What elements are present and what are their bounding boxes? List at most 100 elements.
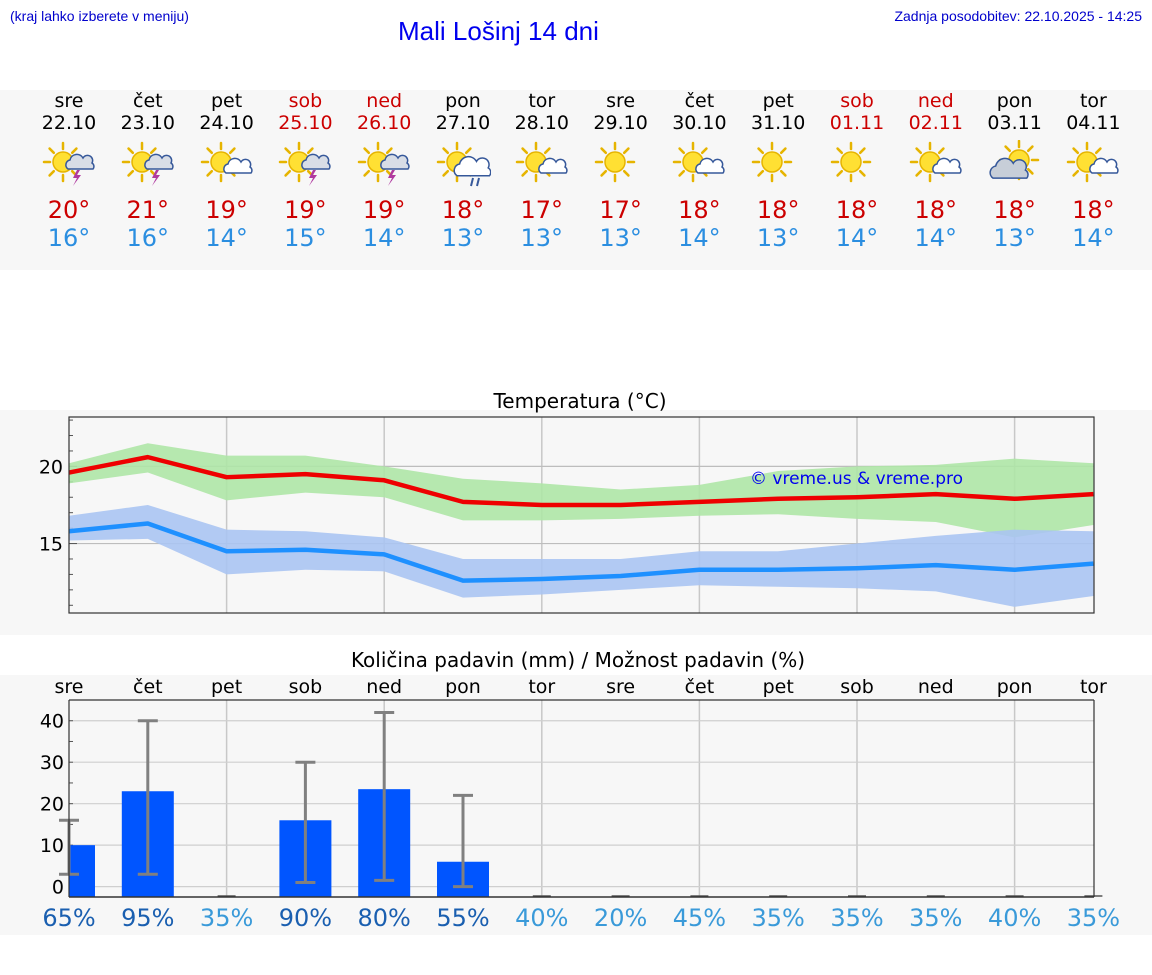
x-day-label: pon [997, 676, 1033, 698]
day-name: čet [684, 90, 715, 112]
x-day-label: ned [366, 676, 402, 698]
day-name: ned [917, 90, 954, 112]
day-column: sob 25.10 19° 15° [265, 90, 345, 252]
day-date: 01.11 [829, 112, 885, 134]
sun-rain-cloud-icon [436, 141, 491, 187]
day-column: čet 23.10 21° 16° [108, 90, 188, 252]
precip-probability: 35% [1067, 904, 1120, 932]
day-name: čet [133, 90, 163, 112]
max-temp: 18° [441, 196, 485, 224]
sun-cloud-icon [673, 141, 726, 183]
x-day-label: tor [1080, 676, 1107, 698]
min-temp: 14° [835, 224, 879, 252]
min-temp: 13° [520, 224, 564, 252]
max-temp: 19° [362, 196, 406, 224]
precip-probability: 20% [594, 904, 647, 932]
x-day-label: pet [763, 676, 794, 698]
sun-cloud-thunder-icon [42, 141, 95, 186]
last-updated: Zadnja posodobitev: 22.10.2025 - 14:25 [894, 8, 1142, 24]
x-day-label: pon [445, 676, 481, 698]
x-day-label: tor [528, 676, 555, 698]
day-column: pon 27.10 18° 13° [423, 90, 503, 252]
day-date: 28.10 [514, 112, 569, 134]
precip-probability: 40% [515, 904, 568, 932]
min-temp: 14° [205, 224, 248, 252]
min-temp: 13° [441, 224, 485, 252]
max-temp: 18° [1072, 196, 1115, 224]
max-temp: 20° [47, 196, 91, 224]
y-tick-label: 30 [40, 752, 64, 774]
copyright-watermark: © vreme.us & vreme.pro [750, 469, 963, 489]
day-name: sre [606, 90, 636, 112]
day-column: pet 24.10 19° 14° [187, 90, 267, 252]
x-day-label: čet [133, 676, 163, 698]
day-date: 02.11 [908, 112, 963, 134]
day-date: 27.10 [435, 112, 491, 134]
precip-probability: 40% [988, 904, 1041, 932]
day-name: pon [445, 90, 481, 112]
y-tick-label: 15 [39, 534, 63, 556]
day-column: pon 03.11 18° 13° [975, 90, 1055, 252]
sun-cloud-thunder-icon [357, 141, 410, 186]
y-tick-label: 20 [40, 794, 64, 816]
band-max [69, 443, 1094, 538]
max-temp: 18° [678, 196, 721, 224]
min-temp: 14° [362, 224, 406, 252]
min-temp: 16° [126, 224, 170, 252]
max-temp: 18° [993, 196, 1036, 224]
day-name: pon [996, 90, 1033, 112]
series-line-max [68, 454, 1094, 508]
max-temp: 17° [520, 196, 564, 224]
max-temp: 19° [284, 196, 327, 224]
min-temp: 14° [1072, 224, 1115, 252]
location-hint: (kraj lahko izberete v meniju) [10, 8, 189, 24]
x-day-label: sob [289, 676, 323, 698]
day-column: ned 02.11 18° 14° [896, 90, 976, 252]
precip-probability: 95% [121, 904, 174, 932]
precip-probability: 55% [436, 904, 489, 932]
day-date: 26.10 [356, 112, 412, 134]
day-name: sre [54, 90, 84, 112]
min-temp: 13° [993, 224, 1036, 252]
day-column: čet 30.10 18° 14° [659, 90, 739, 252]
day-name: tor [528, 90, 556, 112]
day-date: 25.10 [278, 112, 333, 134]
page-title: Mali Lošinj 14 dni [398, 16, 599, 46]
day-name: tor [1079, 90, 1107, 112]
precip-bar [69, 845, 95, 897]
sun-cloud-icon [200, 141, 253, 183]
band-min [69, 504, 1094, 607]
max-temp: 17° [599, 196, 642, 224]
x-day-label: sre [606, 676, 635, 698]
precip-probability: 90% [279, 904, 332, 932]
day-column: tor 04.11 18° 14° [1053, 90, 1133, 252]
max-temp: 19° [205, 196, 248, 224]
day-name: pet [762, 90, 794, 112]
day-date: 29.10 [593, 112, 648, 134]
max-temp: 18° [914, 196, 958, 224]
day-column: sob 01.11 18° 14° [817, 90, 897, 252]
day-name: sob [288, 90, 323, 112]
x-day-label: sre [55, 676, 84, 698]
y-tick-label: 20 [39, 456, 63, 478]
day-date: 23.10 [120, 112, 175, 134]
day-date: 03.11 [987, 112, 1042, 134]
day-column: pet 31.10 18° 13° [738, 90, 818, 252]
precip-probability: 35% [752, 904, 805, 932]
min-temp: 14° [914, 224, 958, 252]
temperature-chart-title: Temperatura (°C) [492, 389, 666, 413]
x-day-label: ned [918, 676, 954, 698]
min-temp: 13° [599, 224, 642, 252]
x-day-label: čet [685, 676, 715, 698]
day-date: 04.11 [1066, 112, 1121, 134]
sun-icon [594, 141, 635, 183]
day-date: 22.10 [41, 112, 97, 134]
day-name: ned [366, 90, 403, 112]
x-day-label: pet [211, 676, 242, 698]
day-name: sob [840, 90, 874, 112]
precip-probability: 35% [200, 904, 253, 932]
sun-icon [751, 141, 793, 183]
temperature-chart: Temperatura (°C) 15 20 © vreme.us & vreme.p… [39, 389, 1095, 614]
y-tick-label: 10 [40, 835, 64, 857]
sun-cloud-icon [1067, 141, 1120, 183]
